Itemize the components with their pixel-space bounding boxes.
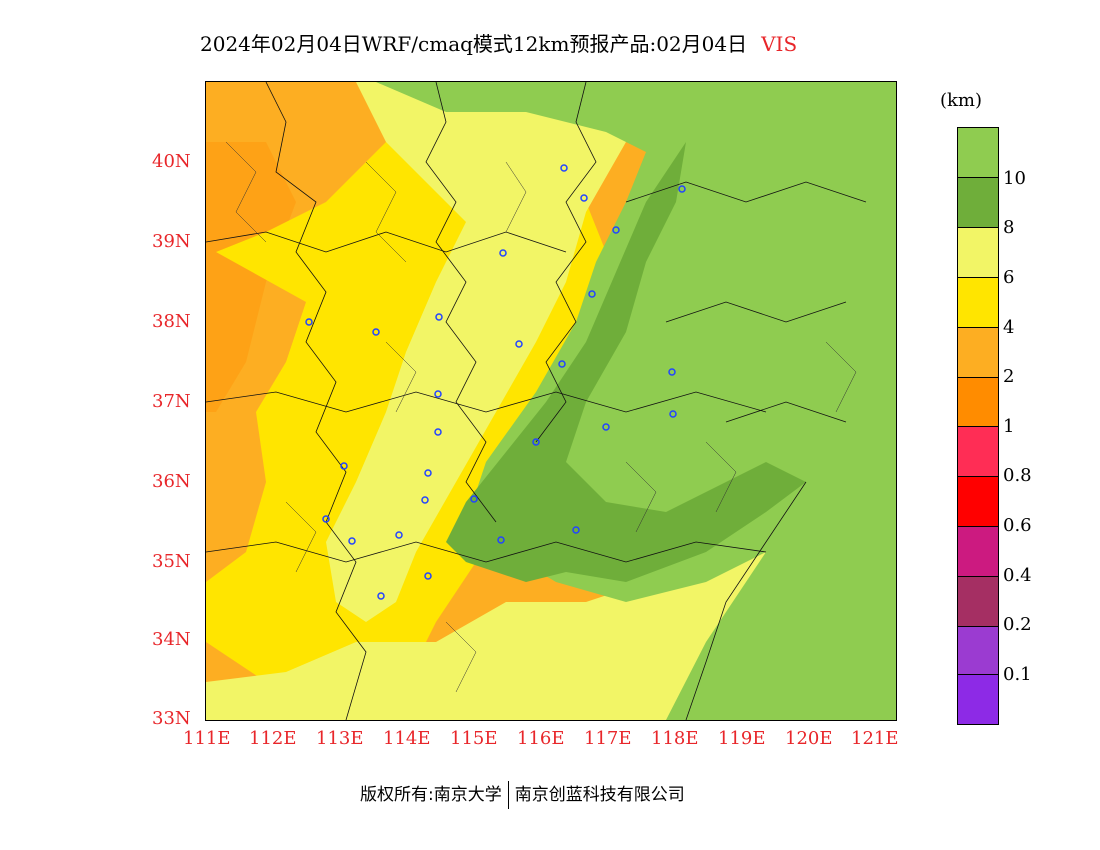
city-marker <box>497 536 505 544</box>
light-yellow-south-region <box>206 532 776 720</box>
lat-label-40n: 40N <box>152 151 191 172</box>
visibility-field-map <box>206 82 896 720</box>
city-marker <box>602 423 610 431</box>
city-marker <box>668 368 676 376</box>
title-main: 2024年02月04日WRF/cmaq模式12km预报产品:02月04日 <box>200 32 748 56</box>
lat-label-39n: 39N <box>152 231 191 252</box>
legend-label-4: 4 <box>1003 317 1015 338</box>
legend-label-0.6: 0.6 <box>1003 515 1032 536</box>
legend-swatch-0.8-1 <box>958 427 998 477</box>
legend-swatch-0.6-0.8 <box>958 477 998 527</box>
city-marker <box>558 360 566 368</box>
legend-swatch-0.2-0.4 <box>958 577 998 627</box>
city-marker <box>560 164 568 172</box>
legend-label-0.2: 0.2 <box>1003 614 1032 635</box>
city-marker <box>470 495 478 503</box>
city-marker <box>348 537 356 545</box>
lon-label-118e: 118E <box>651 728 699 749</box>
lon-label-114e: 114E <box>383 728 431 749</box>
lon-label-121e: 121E <box>851 728 899 749</box>
legend-label-6: 6 <box>1003 267 1015 288</box>
legend-swatch-1-2 <box>958 378 998 427</box>
legend-swatch-0.1-0.2 <box>958 627 998 675</box>
legend-swatch-0.4-0.6 <box>958 527 998 577</box>
legend-label-8: 8 <box>1003 217 1015 238</box>
lon-label-115e: 115E <box>450 728 498 749</box>
color-legend <box>957 127 999 725</box>
lon-label-119e: 119E <box>718 728 766 749</box>
city-marker <box>612 226 620 234</box>
copyright-separator <box>507 781 509 809</box>
map-area <box>205 81 897 721</box>
legend-swatch-8-10 <box>958 178 998 228</box>
county-boundaries <box>225 141 857 693</box>
lon-label-112e: 112E <box>249 728 297 749</box>
city-marker <box>340 462 348 470</box>
lon-label-111e: 111E <box>183 728 231 749</box>
city-marker <box>372 328 380 336</box>
legend-swatch-above-10 <box>958 128 998 178</box>
city-marker <box>588 290 596 298</box>
lat-label-34n: 34N <box>152 629 191 650</box>
city-marker <box>424 469 432 477</box>
legend-swatch-below-0.1 <box>958 675 998 724</box>
copyright-right: 南京创蓝科技有限公司 <box>514 785 685 805</box>
city-marker <box>499 249 507 257</box>
city-marker <box>424 572 432 580</box>
city-marker <box>322 515 330 523</box>
legend-label-1: 1 <box>1003 416 1015 437</box>
city-marker <box>435 313 443 321</box>
legend-label-0.1: 0.1 <box>1003 664 1032 685</box>
city-marker <box>669 410 677 418</box>
city-marker <box>434 428 442 436</box>
legend-label-0.8: 0.8 <box>1003 465 1032 486</box>
lon-label-116e: 116E <box>517 728 565 749</box>
copyright-left: 版权所有:南京大学 <box>360 785 502 805</box>
legend-swatch-4-6 <box>958 278 998 328</box>
city-marker <box>678 185 686 193</box>
city-marker <box>532 438 540 446</box>
legend-unit: (km) <box>940 90 983 111</box>
lat-label-36n: 36N <box>152 471 191 492</box>
lon-label-117e: 117E <box>584 728 632 749</box>
city-marker <box>395 531 403 539</box>
lat-label-38n: 38N <box>152 311 191 332</box>
lat-label-33n: 33N <box>152 708 191 729</box>
city-marker <box>305 318 313 326</box>
city-marker <box>377 592 385 600</box>
map-title: 2024年02月04日WRF/cmaq模式12km预报产品:02月04日 VIS <box>200 28 797 57</box>
city-marker <box>580 194 588 202</box>
legend-swatch-2-4 <box>958 328 998 378</box>
city-marker <box>515 340 523 348</box>
city-marker <box>421 496 429 504</box>
dark-green-region <box>446 142 806 582</box>
lat-label-37n: 37N <box>152 391 191 412</box>
lon-label-120e: 120E <box>785 728 833 749</box>
lon-label-113e: 113E <box>316 728 364 749</box>
legend-label-2: 2 <box>1003 366 1015 387</box>
copyright-line: 版权所有:南京大学 南京创蓝科技有限公司 <box>360 780 685 809</box>
city-marker <box>434 390 442 398</box>
city-marker <box>572 526 580 534</box>
legend-swatch-6-8 <box>958 228 998 278</box>
city-markers <box>305 164 686 600</box>
lat-label-35n: 35N <box>152 551 191 572</box>
legend-label-10: 10 <box>1003 168 1026 189</box>
title-variable: VIS <box>761 32 798 56</box>
green-region <box>376 82 896 720</box>
dark-orange-region <box>206 142 296 412</box>
legend-label-0.4: 0.4 <box>1003 565 1032 586</box>
